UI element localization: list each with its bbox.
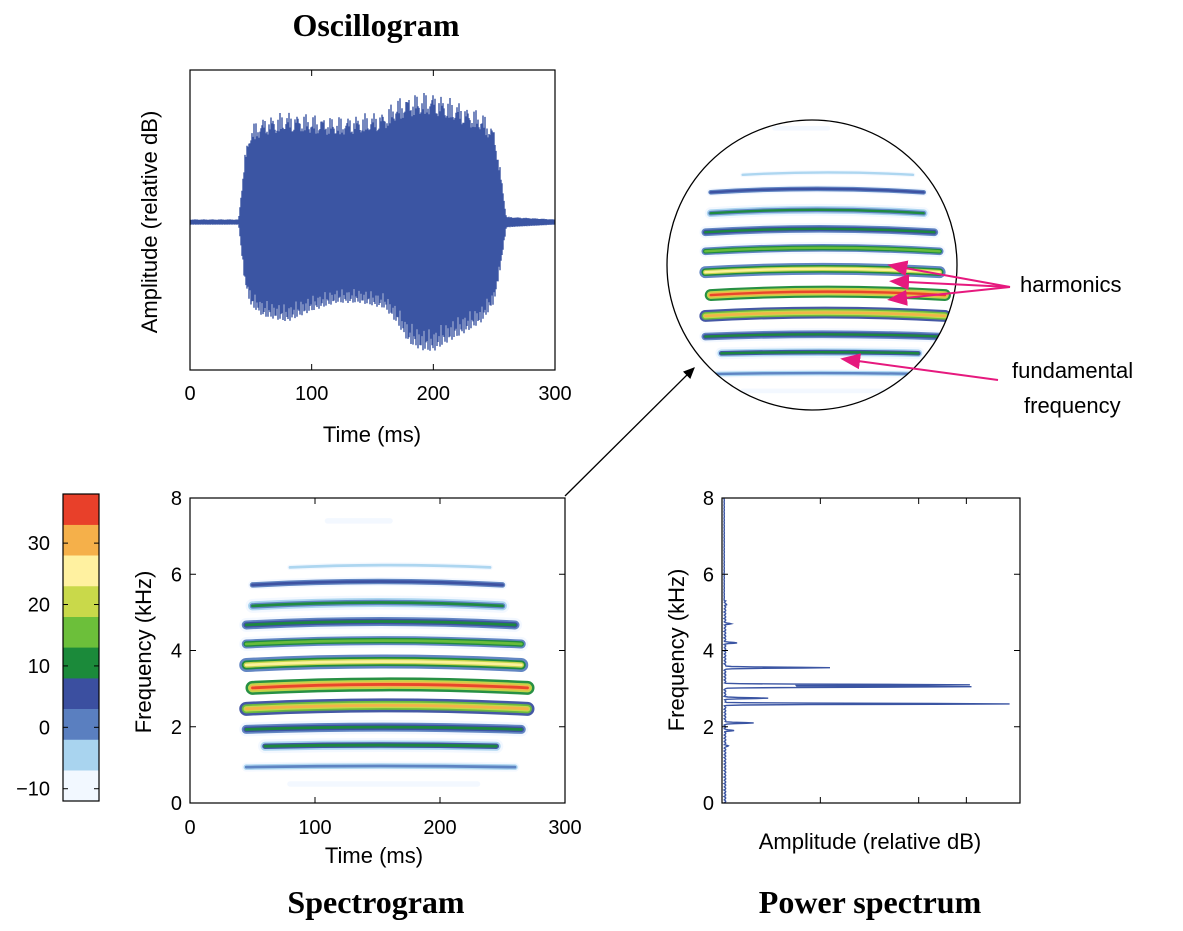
- spectrogram-xtick-label: 0: [184, 817, 195, 839]
- spectrogram-xlabel: Time (ms): [325, 843, 423, 868]
- harmonics-arrow: [887, 260, 1011, 288]
- power-spectrum-ytick-label: 6: [703, 564, 714, 586]
- zoom-inset-image: [699, 125, 951, 394]
- spectrogram-ytick-label: 4: [171, 641, 182, 663]
- annotations: harmonics fundamental frequency: [840, 260, 1133, 418]
- oscillogram-ylabel: Amplitude (relative dB): [137, 111, 162, 334]
- spectrogram-ylabel: Frequency (kHz): [131, 571, 156, 734]
- power-spectrum-axes-box: [721, 497, 1021, 804]
- harmonic-band: [699, 328, 946, 343]
- harmonic-band: [239, 720, 529, 737]
- harmonic-band: [287, 562, 493, 571]
- oscillogram-waveform: [190, 93, 555, 351]
- power-spectrum-ticks: 0 2 4 6 8: [703, 488, 1020, 815]
- fundamental-arrow: [840, 353, 999, 381]
- harmonics-arrows: [887, 260, 1011, 306]
- harmonic-band: [699, 306, 951, 322]
- colorbar: −10 0 10 20 30: [16, 493, 100, 802]
- harmonic-band: [239, 614, 522, 632]
- harmonic-band: [706, 185, 928, 197]
- oscillogram-panel: 0 100 200 300 Time (ms) Amplitude (relative…: [137, 69, 572, 447]
- power-spectrum-panel: 0 2 4 6 8 Amplitude (relative dB) Frequency …: [664, 488, 1021, 854]
- harmonic-band: [241, 761, 520, 772]
- power-spectrum-ytick-label: 8: [703, 488, 714, 510]
- zoom-inset: [564, 119, 958, 497]
- harmonic-band: [239, 698, 535, 716]
- spectrogram-ytick-label: 2: [171, 717, 182, 739]
- oscillogram-trace: [190, 93, 555, 351]
- oscillogram-xtick-label: 300: [538, 383, 571, 405]
- harmonic-band: [704, 285, 951, 302]
- harmonic-band: [740, 170, 916, 178]
- spectrogram-xtick-label: 300: [548, 817, 581, 839]
- zoom-pointer-arrow: [564, 367, 695, 497]
- power-spectrum-title: Power spectrum: [759, 884, 982, 920]
- fundamental-label-line2: frequency: [1024, 393, 1121, 418]
- power-spectrum-ytick-label: 2: [703, 717, 714, 739]
- colorbar-ticks: −10 0 10 20 30: [16, 533, 99, 801]
- harmonic-band: [699, 262, 946, 279]
- harmonics-arrow: [889, 274, 1011, 291]
- zoom-inset-border: [666, 119, 958, 411]
- spectrogram-ytick-label: 6: [171, 564, 182, 586]
- oscillogram-xtick-label: 100: [295, 383, 328, 405]
- power-spectrum-ylabel: Frequency (kHz): [664, 569, 689, 732]
- oscillogram-xlabel: Time (ms): [323, 422, 421, 447]
- power-spectrum-curve: [722, 497, 1010, 804]
- power-spectrum-ytick-label: 0: [703, 793, 714, 815]
- colorbar-gradient: [62, 493, 100, 802]
- harmonic-band: [239, 654, 529, 672]
- harmonics-label: harmonics: [1020, 272, 1121, 297]
- harmonic-band: [248, 576, 507, 590]
- oscillogram-xtick-label: 200: [417, 383, 450, 405]
- spectrogram-title: Spectrogram: [287, 884, 464, 920]
- colorbar-tick-label: 0: [39, 717, 50, 739]
- harmonic-band: [245, 595, 510, 613]
- oscillogram-xtick-label: 0: [184, 383, 195, 405]
- spectrogram-panel: 0 100 200 300 0 2 4 6 8 Time (ms) Frequency (kHz…: [131, 488, 582, 868]
- harmonic-band: [699, 241, 946, 258]
- harmonic-band: [699, 222, 941, 239]
- power-spectrum-ytick-label: 4: [703, 641, 714, 663]
- oscillogram-title: Oscillogram: [292, 7, 459, 43]
- power-spectrum-xlabel: Amplitude (relative dB): [759, 829, 982, 854]
- harmonics-arrow: [887, 286, 1011, 306]
- colorbar-tick-label: −10: [16, 779, 50, 801]
- harmonic-band: [245, 677, 535, 695]
- oscillogram-ticks: 0 100 200 300: [184, 70, 572, 405]
- harmonic-band: [239, 633, 529, 652]
- harmonic-band: [704, 203, 930, 220]
- spectrogram-xtick-label: 200: [423, 817, 456, 839]
- harmonic-band: [258, 738, 504, 754]
- oscillogram-axes-box: [189, 69, 556, 371]
- colorbar-tick-label: 20: [28, 595, 50, 617]
- spectrogram-ytick-label: 8: [171, 488, 182, 510]
- colorbar-tick-label: 30: [28, 533, 50, 555]
- power-spectrum-line: [722, 497, 1010, 804]
- harmonic-band: [715, 346, 925, 360]
- spectrogram-ticks: 0 100 200 300 0 2 4 6 8: [171, 488, 582, 839]
- spectrogram-ytick-label: 0: [171, 793, 182, 815]
- colorbar-tick-label: 10: [28, 656, 50, 678]
- fundamental-label-line1: fundamental: [1012, 358, 1133, 383]
- harmonic-band: [701, 369, 939, 379]
- spectrogram-image: [239, 518, 535, 787]
- spectrogram-xtick-label: 100: [298, 817, 331, 839]
